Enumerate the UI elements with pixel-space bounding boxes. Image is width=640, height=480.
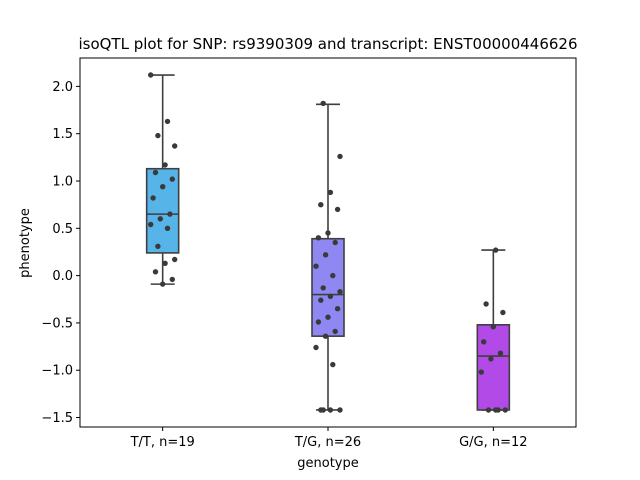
data-point <box>330 361 336 368</box>
data-point <box>337 289 343 295</box>
data-point <box>313 263 319 269</box>
data-point <box>327 407 334 413</box>
data-point <box>164 225 171 231</box>
data-point <box>152 269 159 275</box>
data-point <box>157 216 163 222</box>
data-point <box>169 276 175 283</box>
y-tick-label: −1.0 <box>41 364 73 379</box>
data-point <box>493 407 499 413</box>
data-point <box>502 407 508 413</box>
data-point <box>485 407 492 413</box>
data-point <box>313 344 319 351</box>
data-point <box>167 211 173 217</box>
data-point <box>337 153 343 160</box>
data-point <box>320 100 326 107</box>
data-point <box>155 132 161 139</box>
data-point <box>162 260 168 266</box>
data-point <box>318 407 324 413</box>
data-point <box>497 350 504 356</box>
data-point <box>483 301 489 307</box>
y-tick-label: 2.0 <box>52 80 73 95</box>
data-point <box>162 162 168 168</box>
data-point <box>322 252 329 258</box>
data-point <box>327 293 334 300</box>
x-axis: T/T, n=19 T/G, n=26 G/G, n=12 <box>130 427 528 450</box>
data-point <box>160 281 166 287</box>
y-axis: −1.5 −1.0 −0.5 0.0 0.5 1.0 1.5 2.0 <box>41 80 80 426</box>
x-axis-label: genotype <box>297 456 358 471</box>
data-point <box>150 195 156 201</box>
y-tick-label: 0.5 <box>52 222 73 237</box>
data-point <box>160 184 166 190</box>
chart-title: isoQTL plot for SNP: rs9390309 and trans… <box>78 35 577 53</box>
y-tick-label: −1.5 <box>41 411 73 426</box>
data-point <box>490 324 496 330</box>
data-point <box>315 319 322 325</box>
data-point <box>148 221 154 228</box>
y-tick-label: 0.0 <box>52 269 73 284</box>
x-tick-label: T/T, n=19 <box>130 435 195 450</box>
data-point <box>325 314 331 320</box>
data-point <box>318 202 324 208</box>
data-point <box>334 306 341 312</box>
data-point <box>172 256 178 263</box>
points-layer <box>148 72 508 413</box>
data-point <box>318 297 324 303</box>
data-point <box>332 239 338 246</box>
box-body <box>145 167 180 254</box>
data-point <box>488 356 494 362</box>
data-point <box>322 333 329 339</box>
data-point <box>172 143 178 149</box>
data-point <box>152 169 159 176</box>
data-point <box>169 176 175 182</box>
y-tick-label: 1.0 <box>52 175 73 190</box>
data-point <box>330 272 336 279</box>
data-point <box>320 285 326 291</box>
data-point <box>493 247 499 253</box>
data-point <box>337 407 343 413</box>
data-point <box>148 72 154 78</box>
data-point <box>334 206 341 213</box>
data-point <box>332 328 338 335</box>
x-tick-label: T/G, n=26 <box>294 435 361 450</box>
data-point <box>481 339 487 345</box>
data-point <box>325 230 331 236</box>
data-point <box>327 189 334 196</box>
y-tick-label: 1.5 <box>52 127 73 142</box>
y-tick-label: −0.5 <box>41 316 73 331</box>
box-body <box>476 324 511 411</box>
data-point <box>155 243 161 249</box>
y-axis-label: phenotype <box>18 208 33 278</box>
data-point <box>164 118 171 125</box>
data-point <box>478 369 484 375</box>
data-point <box>315 235 322 241</box>
data-point <box>500 309 506 316</box>
box-group <box>145 74 180 285</box>
x-tick-label: G/G, n=12 <box>459 435 527 450</box>
